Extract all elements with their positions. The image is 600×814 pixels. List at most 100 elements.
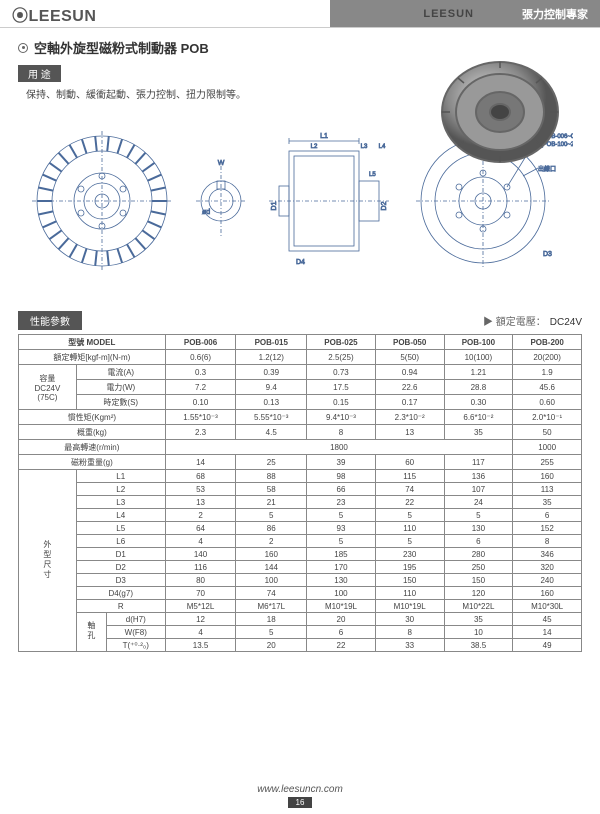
cell: 20 (307, 613, 376, 626)
cell: 0.6(6) (165, 350, 236, 365)
cell: 68 (165, 470, 236, 483)
cell: 33 (375, 639, 444, 652)
brand-right: LEESUN (423, 8, 474, 20)
cell: 280 (444, 548, 513, 561)
cell: 2.0*10⁻¹ (513, 410, 582, 425)
cell: 98 (307, 470, 376, 483)
col-header: POB-006 (165, 335, 236, 350)
cell: 8 (513, 535, 582, 548)
cell: 5.55*10⁻³ (236, 410, 307, 425)
cell: 5(50) (375, 350, 444, 365)
cell: 9.4 (236, 380, 307, 395)
cell: 88 (236, 470, 307, 483)
cell: 23 (307, 496, 376, 509)
cell: 1.21 (444, 365, 513, 380)
dim-head: L2 (76, 483, 165, 496)
cell: 13 (375, 425, 444, 440)
row-head: 概重(kg) (19, 425, 166, 440)
cell: 5 (236, 626, 307, 639)
dim-head: D4(g7) (76, 587, 165, 600)
cell: 38.5 (444, 639, 513, 652)
cell: M10*22L (444, 600, 513, 613)
footer: www.leesuncn.com 16 (0, 784, 600, 808)
cell: 93 (307, 522, 376, 535)
dim-head: D1 (76, 548, 165, 561)
cell: 45 (513, 613, 582, 626)
col-header: POB-050 (375, 335, 444, 350)
cell: 66 (307, 483, 376, 496)
cell: 160 (513, 587, 582, 600)
cell: 5 (375, 509, 444, 522)
cell: 22 (307, 639, 376, 652)
footer-url: www.leesuncn.com (0, 784, 600, 795)
cell: 0.10 (165, 395, 236, 410)
cell: 320 (513, 561, 582, 574)
cell: 255 (513, 455, 582, 470)
cell: 230 (375, 548, 444, 561)
cell: 110 (375, 522, 444, 535)
svg-text:D1: D1 (271, 201, 278, 210)
cell: 160 (236, 548, 307, 561)
dim-head: W(F8) (106, 626, 165, 639)
cell: 115 (375, 470, 444, 483)
cell: 0.17 (375, 395, 444, 410)
shaft-group: 軸孔 (76, 613, 106, 652)
cell: 74 (236, 587, 307, 600)
cell: 100 (307, 587, 376, 600)
cell: 117 (444, 455, 513, 470)
cell: 21 (236, 496, 307, 509)
cell: 144 (236, 561, 307, 574)
cell: 160 (513, 470, 582, 483)
group-head: 容量 DC24V (75C) (19, 365, 77, 410)
cell: 8 (307, 425, 376, 440)
cell: 45.6 (513, 380, 582, 395)
cell: 4.5 (236, 425, 307, 440)
cell: 0.39 (236, 365, 307, 380)
row-head: 時定數(S) (76, 395, 165, 410)
dim-head: L3 (76, 496, 165, 509)
diagram-side: L1 L2 L3 L4 D1 D2 L5 D4 (264, 126, 394, 276)
cell: 6 (444, 535, 513, 548)
cell: 58 (236, 483, 307, 496)
cell: 0.94 (375, 365, 444, 380)
cell: 18 (236, 613, 307, 626)
dim-head: D2 (76, 561, 165, 574)
cell: 30 (375, 613, 444, 626)
cell: 35 (513, 496, 582, 509)
cell: M10*19L (307, 600, 376, 613)
cell: 195 (375, 561, 444, 574)
dim-head: L6 (76, 535, 165, 548)
cell: 13 (165, 496, 236, 509)
page-number: 16 (288, 797, 313, 808)
content: 空軸外旋型磁粉式制動器 POB 用 途 保持、制動、緩衝起動、張力控制、扭力限制… (0, 28, 600, 652)
row-head: 慣性矩(Kgm²) (19, 410, 166, 425)
voltage: ▶ 額定電壓：DC24V (483, 313, 582, 328)
row-head: 額定轉矩[kgf-m](N-m) (19, 350, 166, 365)
dim-head: T(⁺⁰·²₀) (106, 639, 165, 652)
svg-text:D2: D2 (381, 201, 388, 210)
svg-text:L5: L5 (369, 172, 376, 178)
cell: 80 (165, 574, 236, 587)
dim-head: D3 (76, 574, 165, 587)
cell: 5 (307, 509, 376, 522)
svg-text:L4: L4 (379, 144, 386, 150)
svg-text:L2: L2 (311, 144, 318, 150)
dim-head: R (76, 600, 165, 613)
col-header: POB-025 (307, 335, 376, 350)
header: ⦿LEESUN LEESUN 張力控制專家 (0, 0, 600, 28)
svg-text:L1: L1 (320, 133, 328, 140)
cell: 140 (165, 548, 236, 561)
cell: 13.5 (165, 639, 236, 652)
svg-text:D4: D4 (296, 259, 305, 266)
cell: 113 (513, 483, 582, 496)
cell: 150 (444, 574, 513, 587)
cell: 346 (513, 548, 582, 561)
model-header: 型號 MODEL (19, 335, 166, 350)
logo: ⦿LEESUN (12, 2, 96, 26)
cell: 2.3*10⁻² (375, 410, 444, 425)
cell: 250 (444, 561, 513, 574)
cell: 7.2 (165, 380, 236, 395)
dim-head: L5 (76, 522, 165, 535)
spec-table: 型號 MODELPOB-006POB-015POB-025POB-050POB-… (18, 334, 582, 652)
dims-group: 外型尺寸 (19, 470, 77, 652)
